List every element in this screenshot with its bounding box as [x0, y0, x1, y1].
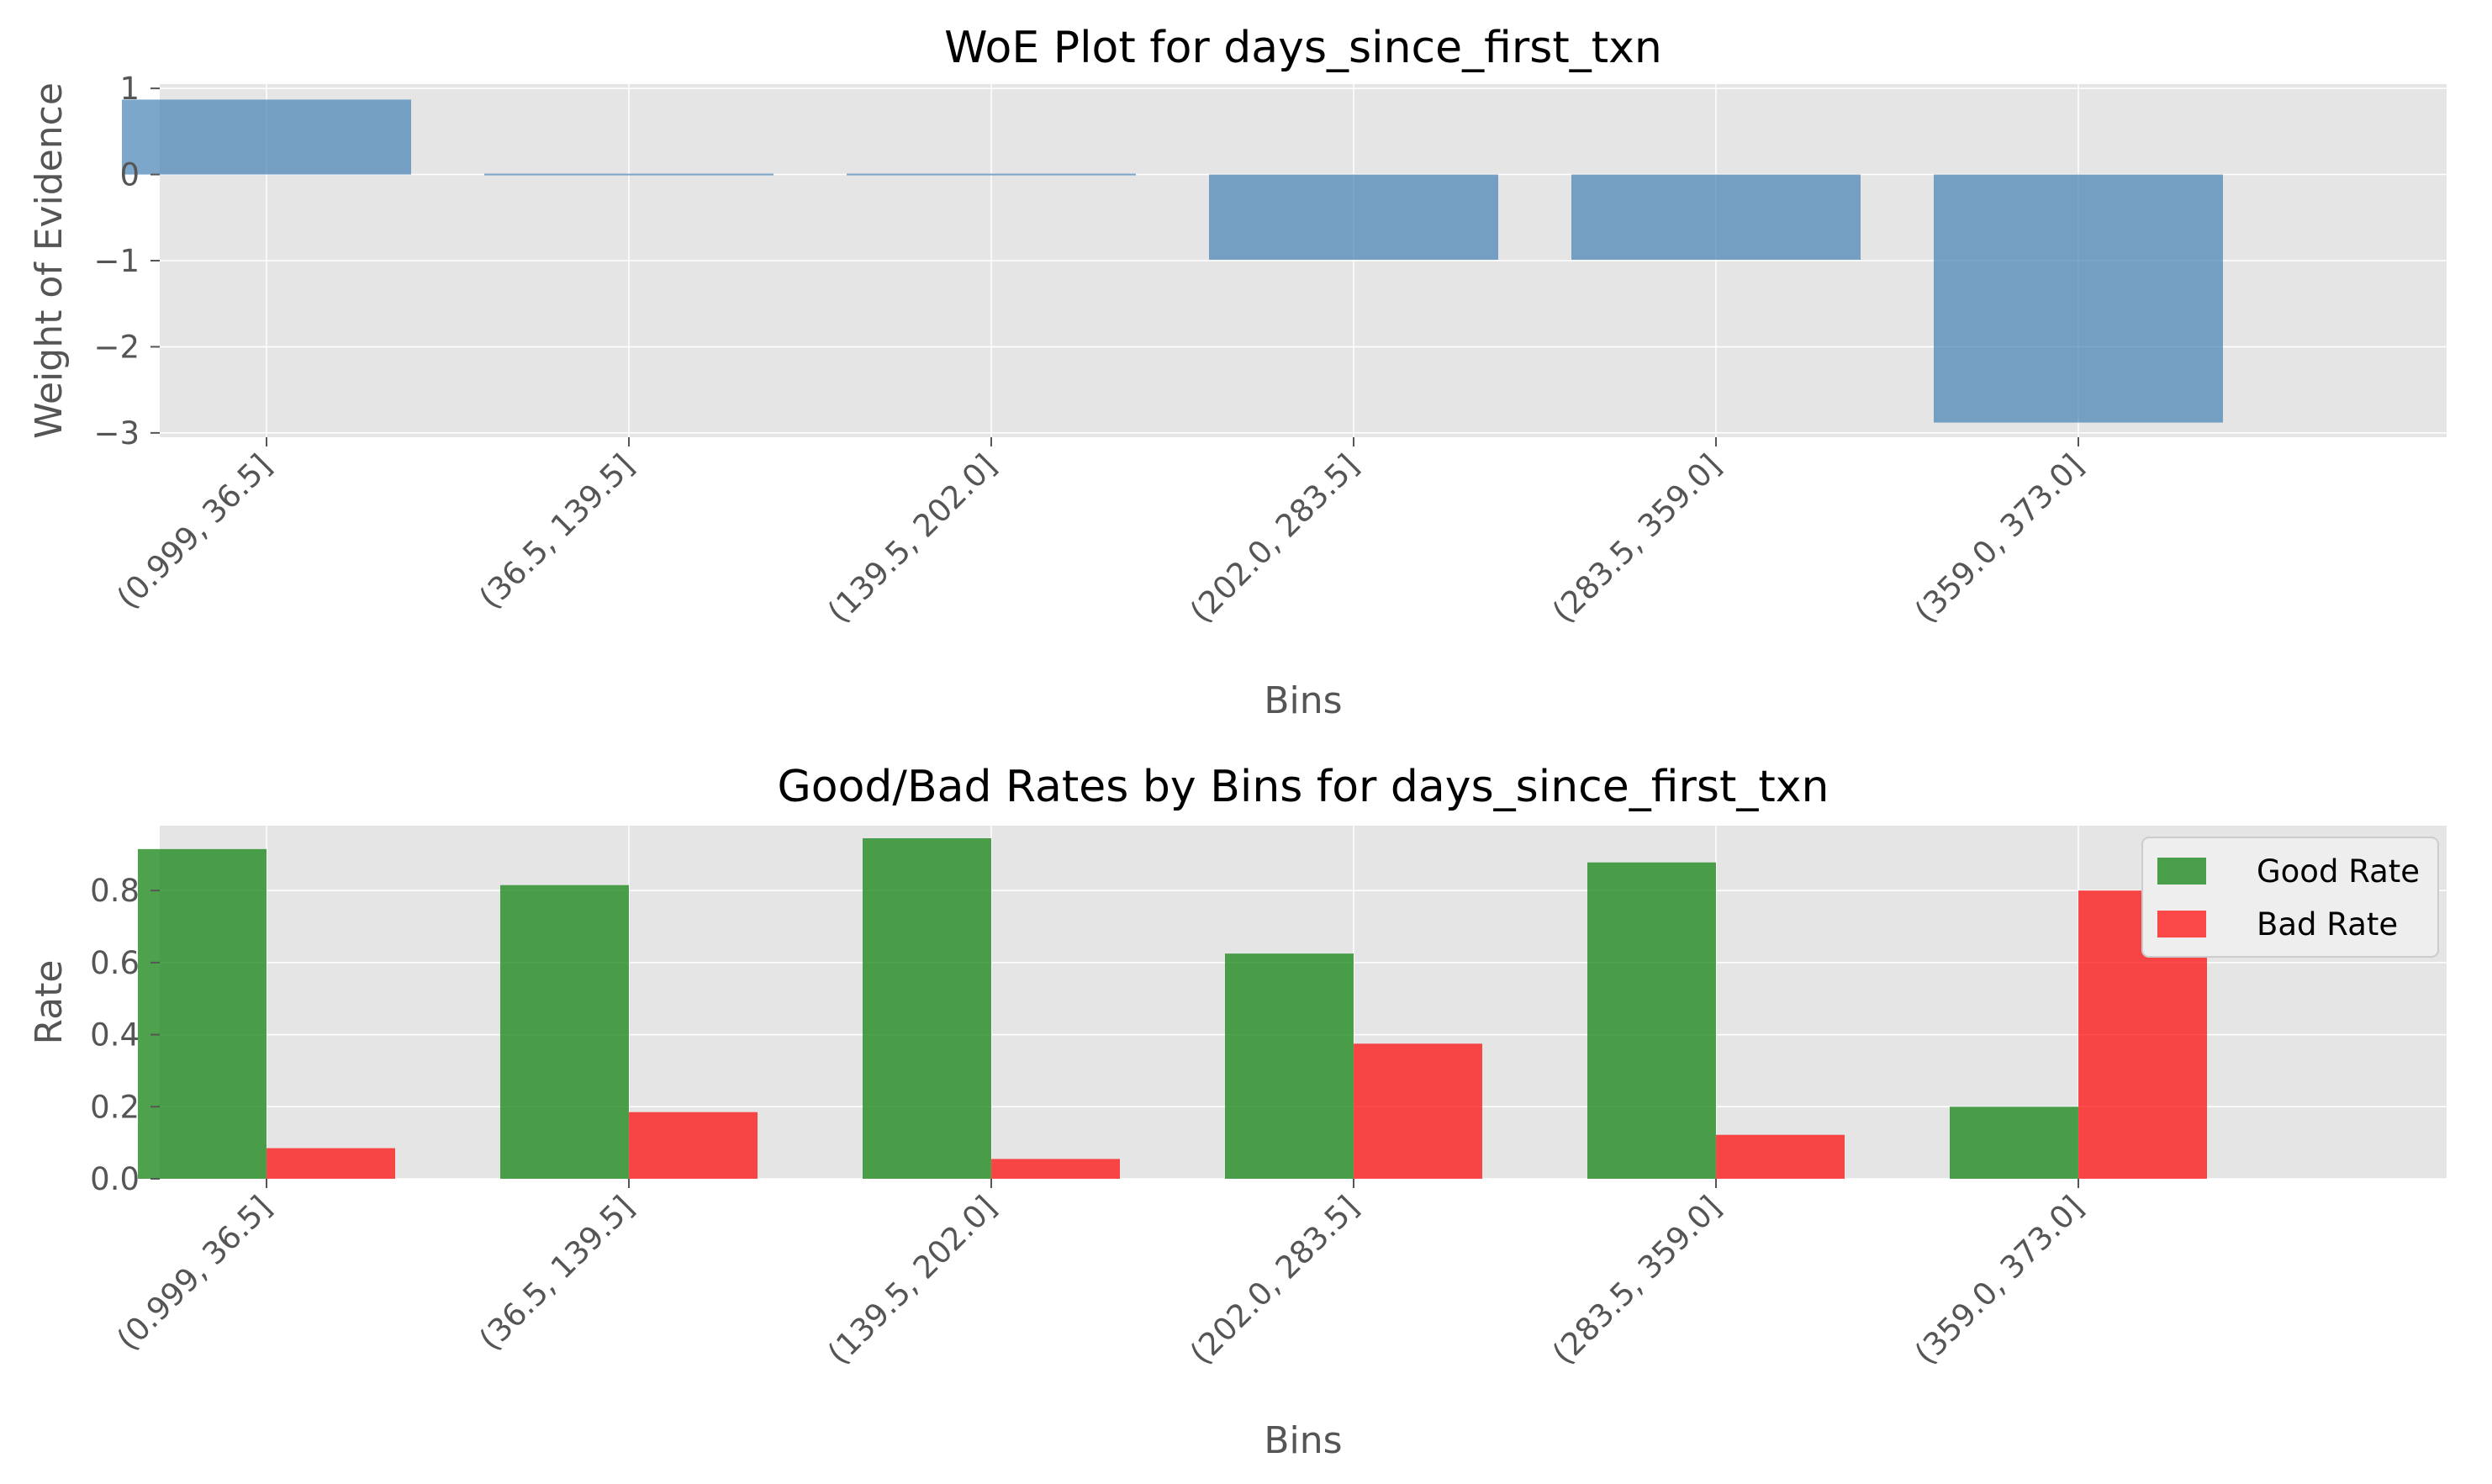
woe-y-ticks: 1 0 −1 −2 −3	[93, 71, 160, 452]
rate-x-tick-label: (36.5, 139.5]	[473, 1189, 641, 1358]
good-rate-bar	[863, 838, 991, 1179]
woe-bar	[847, 173, 1136, 176]
rate-y-axis-label: Rate	[28, 960, 71, 1045]
woe-y-axis-label: Weight of Evidence	[28, 82, 71, 439]
woe-chart: 1 0 −1 −2 −3 (0.999, 36.5] (36.5, 139.5] (139.…	[28, 23, 2447, 722]
rate-x-axis-label: Bins	[1264, 1419, 1342, 1462]
woe-y-tick-label: −2	[93, 329, 140, 365]
bad-rate-bar	[629, 1112, 758, 1179]
woe-x-axis-label: Bins	[1264, 679, 1342, 722]
rate-x-tick-label: (139.5, 202.0]	[821, 1189, 1003, 1371]
bad-rate-bar	[1716, 1134, 1845, 1179]
rate-chart-title: Good/Bad Rates by Bins for days_since_fi…	[778, 762, 1829, 812]
rate-x-tick-label: (202.0, 283.5]	[1183, 1189, 1365, 1371]
rate-x-tick-label: (283.5, 359.0]	[1545, 1189, 1728, 1371]
legend-good-label: Good Rate	[2257, 853, 2420, 890]
woe-bars	[122, 99, 2223, 423]
woe-x-tick-label: (139.5, 202.0]	[821, 447, 1003, 630]
woe-y-tick-label: 1	[119, 71, 140, 107]
good-rate-bar	[1587, 862, 1716, 1179]
rate-x-tick-label: (0.999, 36.5]	[110, 1189, 279, 1358]
rate-chart: 0.0 0.2 0.4 0.6 0.8 (0.999, 36.5] (36.5, 139.…	[28, 762, 2447, 1462]
woe-x-ticks: (0.999, 36.5] (36.5, 139.5] (139.5, 202.0]…	[110, 437, 2090, 630]
rate-x-ticks: (0.999, 36.5] (36.5, 139.5] (139.5, 202.0]…	[110, 1179, 2090, 1371]
rate-bars	[138, 838, 2207, 1179]
woe-chart-title: WoE Plot for days_since_first_txn	[944, 23, 1662, 73]
woe-x-tick-label: (0.999, 36.5]	[110, 447, 279, 616]
legend-bad-swatch	[2157, 911, 2206, 937]
woe-x-tick-label: (359.0, 373.0]	[1908, 447, 2090, 630]
rate-x-tick-label: (359.0, 373.0]	[1908, 1189, 2090, 1371]
legend: Good Rate Bad Rate	[2141, 837, 2439, 958]
woe-x-tick-label: (202.0, 283.5]	[1183, 447, 1365, 630]
bad-rate-bar	[267, 1148, 395, 1179]
rate-y-tick-label: 0.2	[90, 1089, 140, 1125]
woe-y-tick-label: −1	[93, 243, 140, 279]
woe-bar	[122, 99, 411, 175]
good-rate-bar	[138, 848, 267, 1179]
woe-bar	[1209, 174, 1498, 260]
woe-x-tick-label: (36.5, 139.5]	[473, 447, 641, 616]
good-rate-bar	[1950, 1106, 2078, 1179]
rate-y-ticks: 0.0 0.2 0.4 0.6 0.8	[90, 873, 160, 1197]
rate-y-tick-label: 0.8	[90, 873, 140, 909]
rate-y-tick-label: 0.4	[90, 1017, 140, 1054]
woe-bar	[484, 173, 773, 176]
legend-box	[2141, 837, 2439, 958]
good-rate-bar	[500, 885, 629, 1179]
rate-y-tick-label: 0.6	[90, 945, 140, 981]
bad-rate-bar	[1354, 1043, 1482, 1179]
rate-y-tick-label: 0.0	[90, 1161, 140, 1197]
good-rate-bar	[1225, 953, 1354, 1179]
woe-bar	[1571, 174, 1861, 260]
woe-x-tick-label: (283.5, 359.0]	[1545, 447, 1728, 630]
bad-rate-bar	[991, 1159, 1120, 1179]
legend-good-swatch	[2157, 858, 2206, 885]
woe-y-tick-label: 0	[119, 157, 140, 193]
legend-bad-label: Bad Rate	[2257, 906, 2398, 943]
woe-y-tick-label: −3	[93, 415, 140, 452]
woe-bar	[1934, 174, 2223, 423]
